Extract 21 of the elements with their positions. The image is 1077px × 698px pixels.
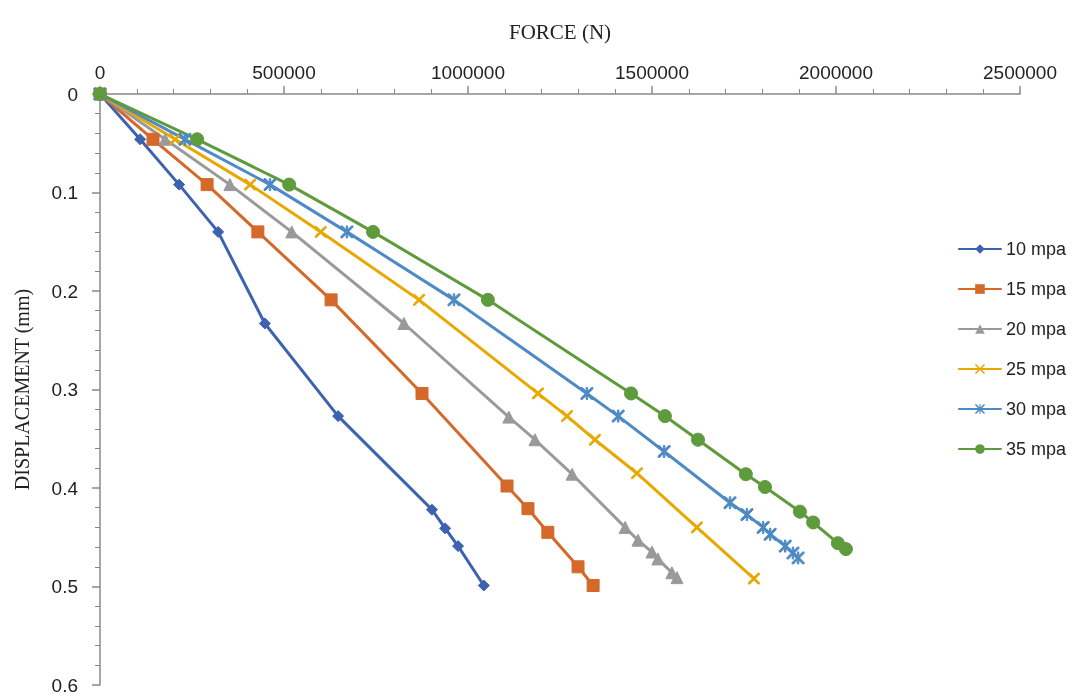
y-tick-label: 0.3 xyxy=(51,379,78,400)
legend-label: 30 mpa xyxy=(1005,399,1067,419)
y-tick-label: 0.2 xyxy=(51,280,78,302)
y-tick-label: 0.4 xyxy=(51,477,79,499)
y-tick-label: 0.1 xyxy=(51,182,78,203)
x-tick-label: 500000 xyxy=(252,62,316,83)
legend-label: 35 mpa xyxy=(1005,439,1067,459)
y-tick-label: 0.6 xyxy=(51,674,78,696)
x-tick-label: 2000000 xyxy=(799,62,873,83)
legend-label: 25 mpa xyxy=(1005,359,1067,379)
x-tick-label: 1000000 xyxy=(431,62,505,83)
x-tick-label: 2500000 xyxy=(983,62,1057,83)
x-tick-label: 1500000 xyxy=(615,62,689,83)
x-axis-title: FORCE (N) xyxy=(508,19,612,44)
y-tick-label: 0.5 xyxy=(51,576,78,597)
y-tick-label: 0 xyxy=(67,83,78,105)
legend-label: 15 mpa xyxy=(1005,279,1067,299)
y-axis-title: DISPLACEMENT (mm) xyxy=(11,288,34,491)
legend-label: 10 mpa xyxy=(1005,239,1067,259)
x-tick-label: 0 xyxy=(94,62,106,83)
legend-label: 20 mpa xyxy=(1005,319,1067,339)
